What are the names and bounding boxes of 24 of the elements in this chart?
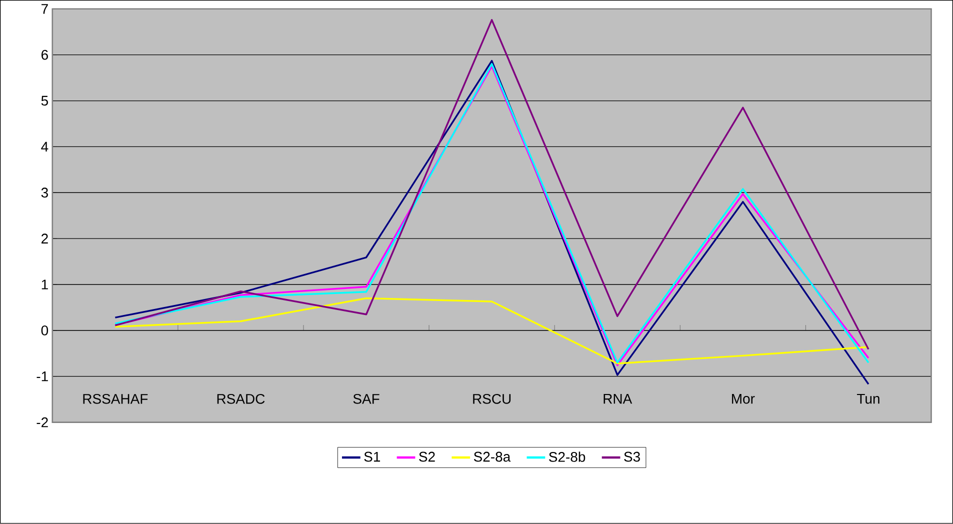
x-tick-label: SAF <box>353 394 380 404</box>
y-tick-label: 7 <box>42 4 48 14</box>
legend-label: S1 <box>364 452 380 462</box>
legend-label: S3 <box>624 452 640 462</box>
legend-label: S2-8b <box>549 452 586 462</box>
line-series <box>114 19 870 350</box>
y-tick-label: 1 <box>42 280 48 290</box>
legend-label: S2-8a <box>474 452 511 462</box>
y-tick-label: 3 <box>41 188 48 198</box>
line-series <box>114 298 870 365</box>
y-tick-label: -1 <box>36 372 48 382</box>
y-tick-label: 2 <box>42 234 48 244</box>
x-tick-label: RNA <box>604 394 632 404</box>
y-tick-label: 6 <box>42 50 48 60</box>
x-tick-label: Tun <box>856 394 880 404</box>
x-tick-label: RSSAHAF <box>83 394 148 404</box>
x-tick-label: RSADC <box>217 394 265 404</box>
legend-label: S2 <box>419 452 435 462</box>
y-tick-label: 0 <box>41 326 48 336</box>
y-tick-label: 4 <box>41 142 48 152</box>
y-tick-label: -2 <box>36 418 48 428</box>
y-tick-label: 5 <box>41 96 48 106</box>
x-tick-label: Mor <box>732 394 755 404</box>
x-tick-label: RSCU <box>473 394 511 404</box>
